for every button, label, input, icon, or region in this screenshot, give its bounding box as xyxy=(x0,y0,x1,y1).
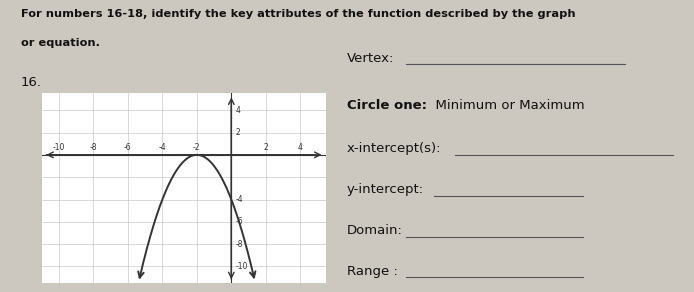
Text: 16.: 16. xyxy=(21,76,42,89)
Text: x-intercept(s):: x-intercept(s): xyxy=(347,142,441,155)
Text: Minimum or Maximum: Minimum or Maximum xyxy=(427,99,584,112)
Text: -6: -6 xyxy=(124,143,132,152)
Text: -10: -10 xyxy=(53,143,65,152)
Text: or equation.: or equation. xyxy=(21,38,100,48)
Text: -8: -8 xyxy=(236,240,243,249)
Text: 4: 4 xyxy=(236,106,241,115)
Text: 2: 2 xyxy=(236,128,240,137)
Text: -4: -4 xyxy=(236,195,244,204)
Text: 4: 4 xyxy=(298,143,303,152)
Text: Domain:: Domain: xyxy=(347,224,403,237)
Text: Range :: Range : xyxy=(347,265,398,278)
Text: Circle one:: Circle one: xyxy=(347,99,427,112)
Text: 2: 2 xyxy=(264,143,268,152)
Text: -8: -8 xyxy=(90,143,97,152)
Text: -6: -6 xyxy=(236,217,244,226)
Text: y-intercept:: y-intercept: xyxy=(347,183,424,196)
Text: -10: -10 xyxy=(236,262,248,271)
Text: -2: -2 xyxy=(193,143,201,152)
Text: -4: -4 xyxy=(158,143,166,152)
Text: For numbers 16-18, identify the key attributes of the function described by the : For numbers 16-18, identify the key attr… xyxy=(21,9,575,19)
Text: Vertex:: Vertex: xyxy=(347,52,394,65)
